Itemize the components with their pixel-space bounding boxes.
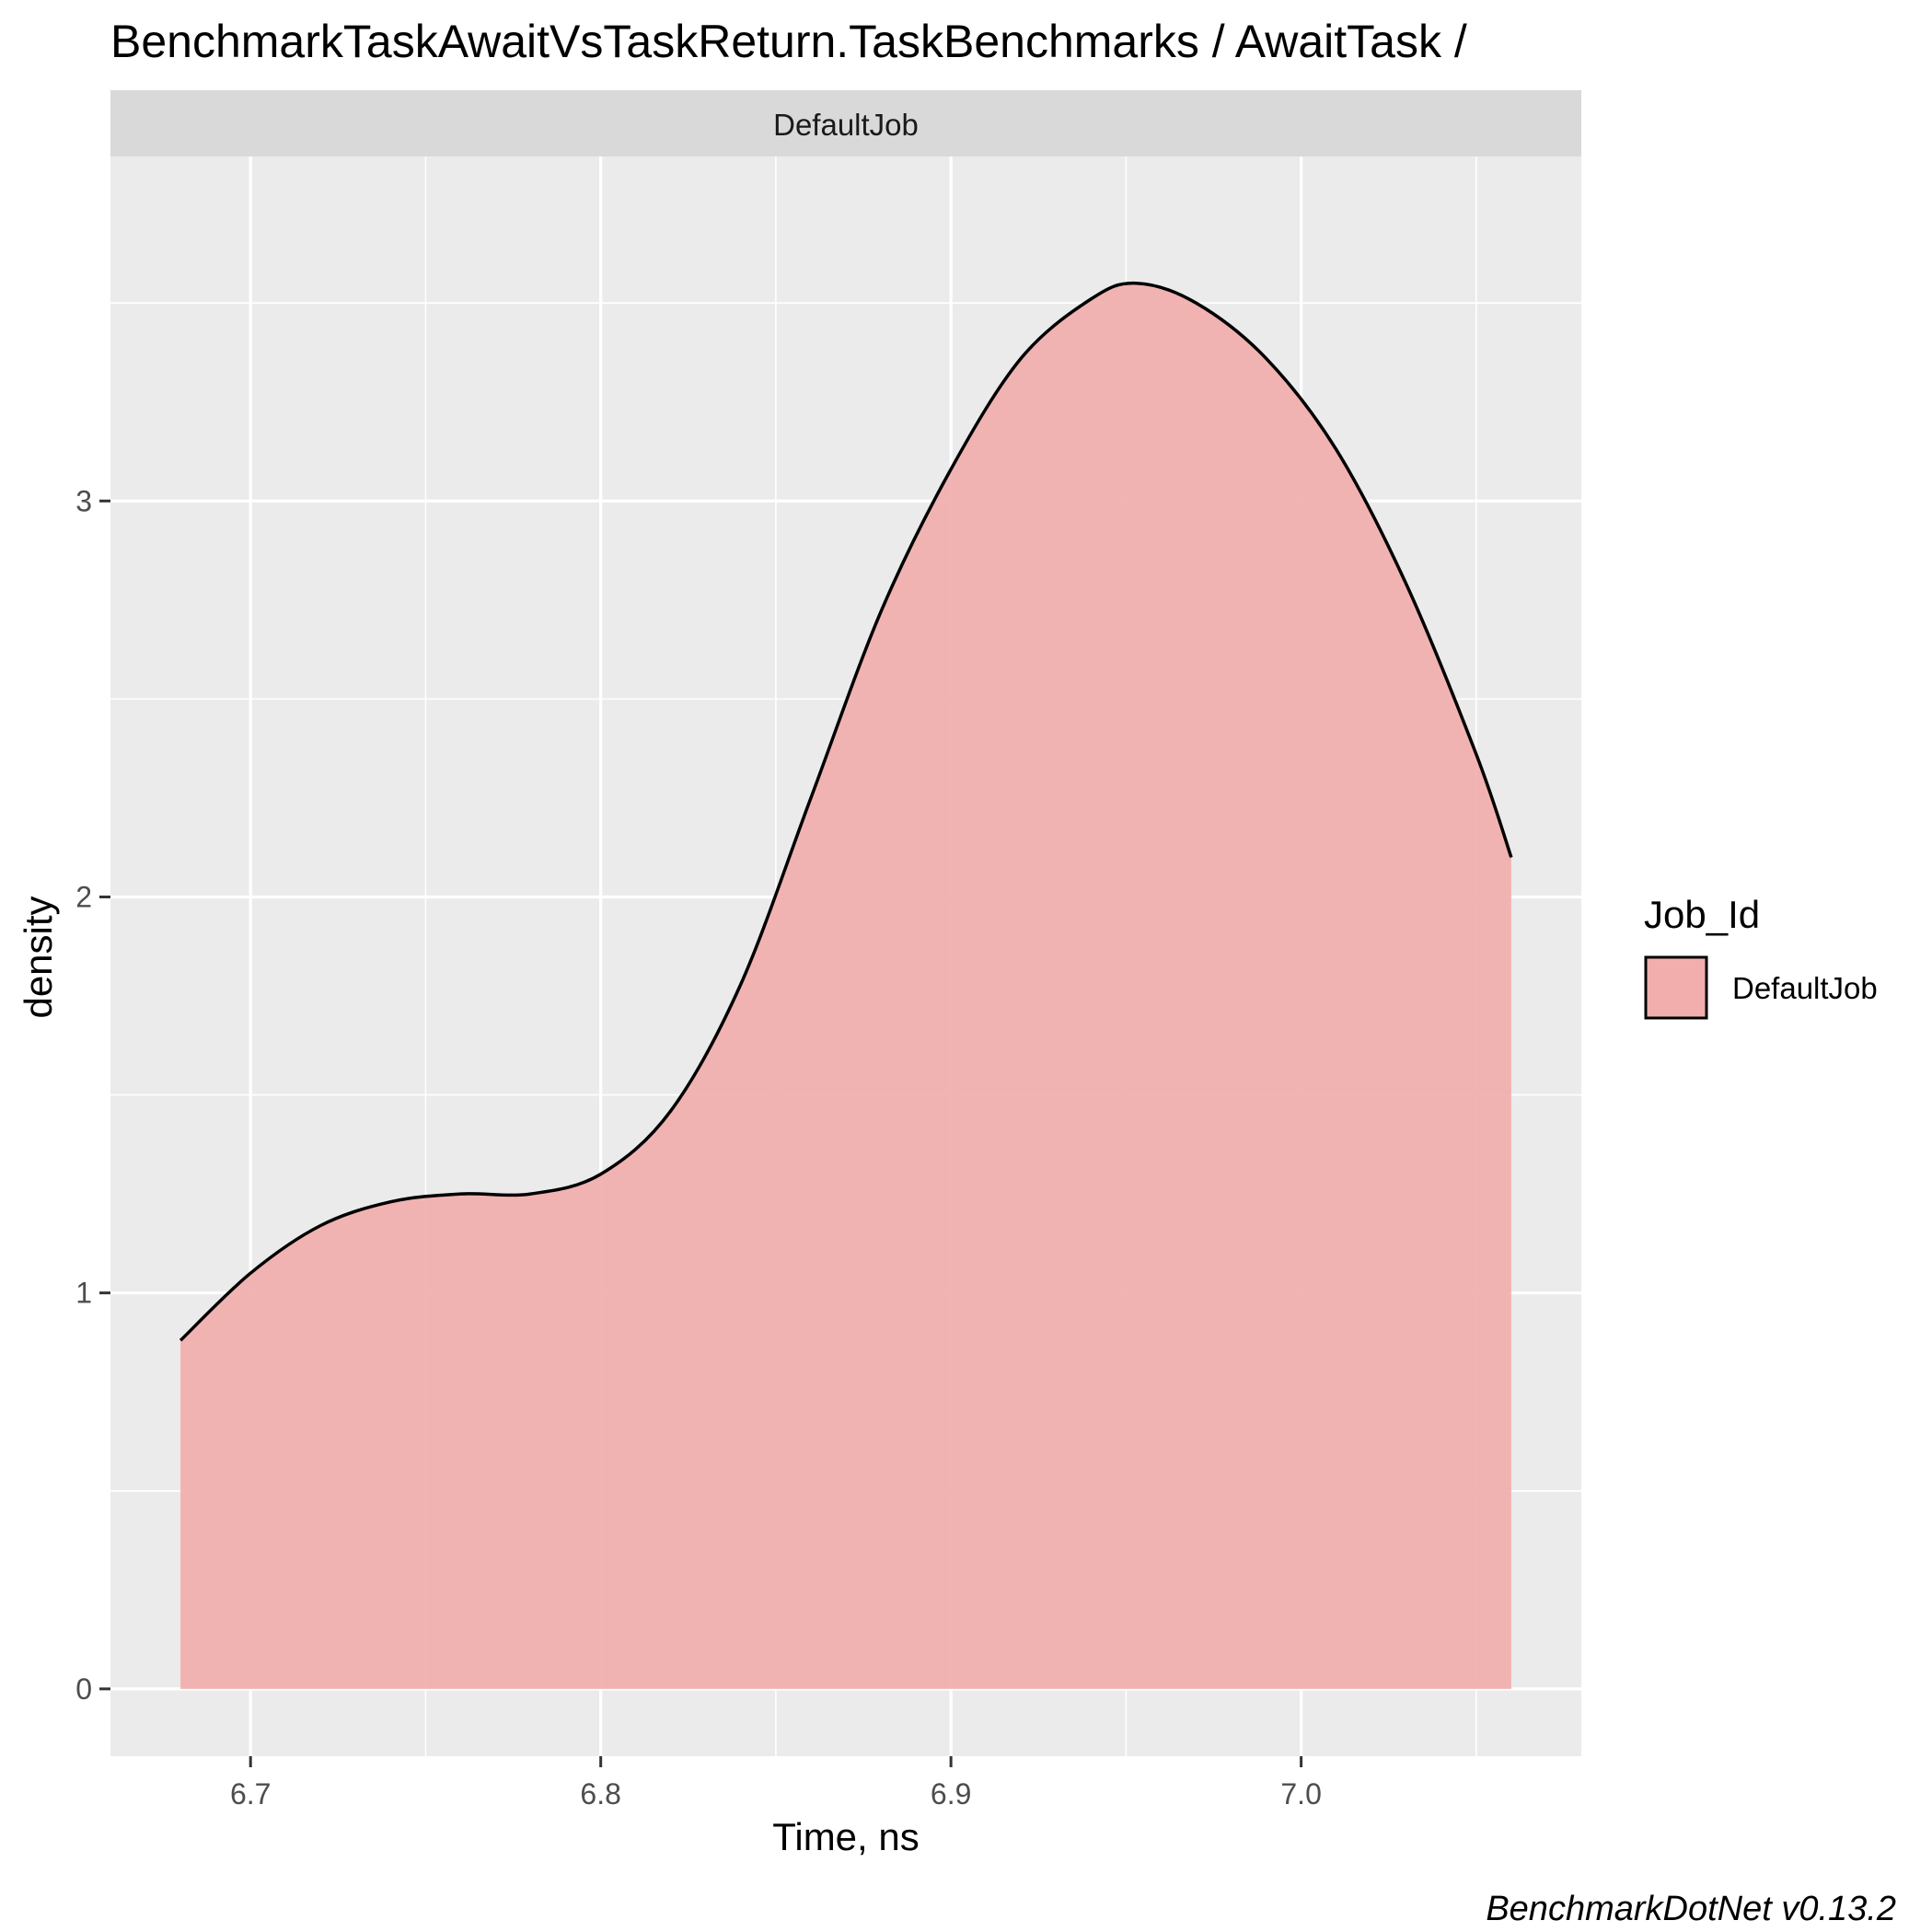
x-tick-label: 6.7 xyxy=(230,1777,271,1811)
x-tick-label: 7.0 xyxy=(1280,1777,1321,1811)
x-tick-label: 6.8 xyxy=(580,1777,620,1811)
x-axis-title: Time, ns xyxy=(772,1815,919,1858)
x-axis: 6.7 6.8 6.9 7.0 xyxy=(230,1756,1322,1811)
legend-title: Job_Id xyxy=(1644,893,1760,936)
facet-strip xyxy=(110,90,1581,156)
y-tick-label: 3 xyxy=(75,484,92,517)
density-area xyxy=(180,283,1511,1689)
caption: BenchmarkDotNet v0.13.2 xyxy=(1486,1890,1896,1928)
y-tick-label: 0 xyxy=(75,1672,92,1706)
density-line xyxy=(179,281,1513,1342)
y-axis-title: density xyxy=(17,896,60,1018)
legend-key-defaultjob xyxy=(1644,955,1708,1020)
facet-strip-label: DefaultJob xyxy=(773,108,919,142)
y-tick-label: 1 xyxy=(75,1277,92,1310)
y-axis: 0 1 2 3 xyxy=(75,484,110,1706)
legend-label-defaultjob: DefaultJob xyxy=(1732,971,1878,1005)
chart-title: BenchmarkTaskAwaitVsTaskReturn.TaskBench… xyxy=(110,16,1467,67)
x-tick-label: 6.9 xyxy=(931,1777,971,1811)
y-tick-label: 2 xyxy=(75,880,92,913)
